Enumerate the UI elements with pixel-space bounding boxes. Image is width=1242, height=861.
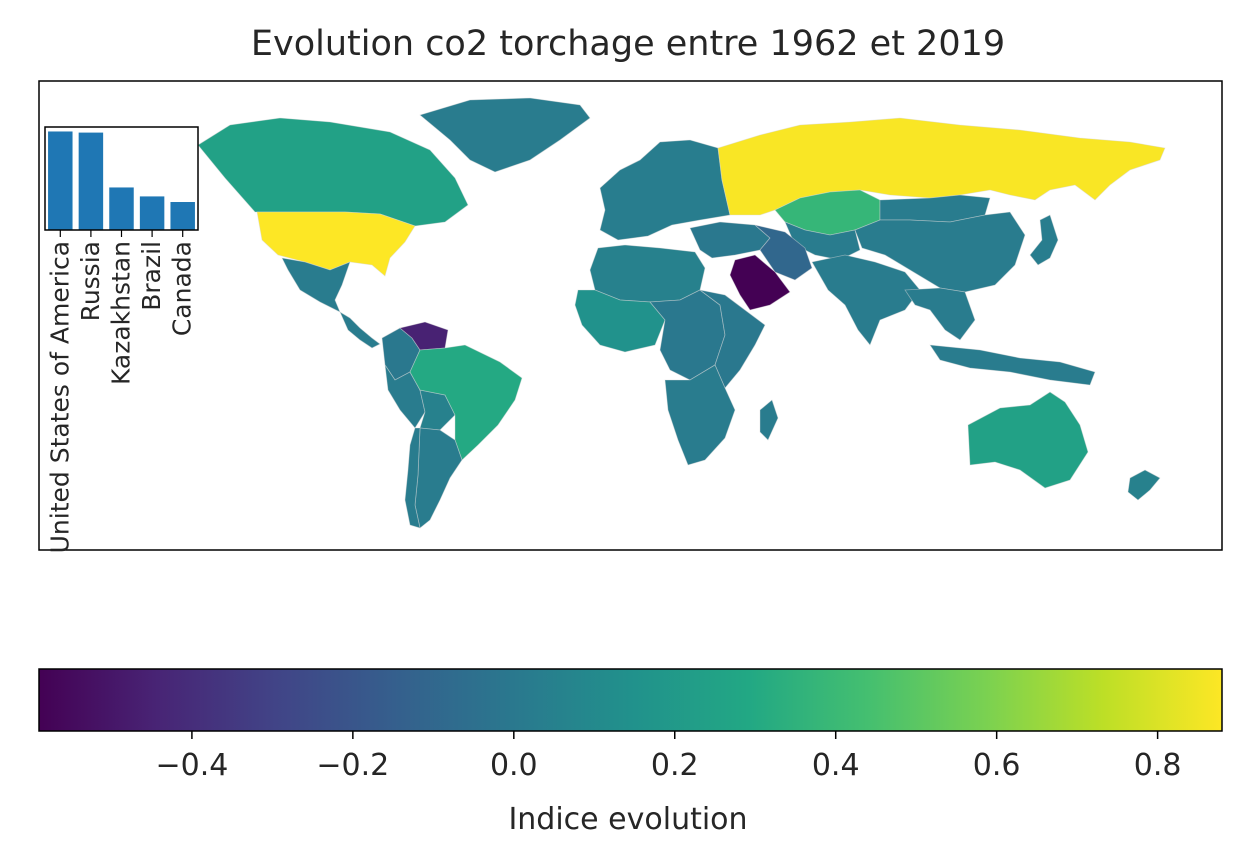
map-region-canada xyxy=(197,117,469,227)
map-frame xyxy=(38,80,1223,551)
colorbar-tick-label: 0.0 xyxy=(490,748,538,783)
inset-bar-chart: United States of America Russia Kazakhstan… xyxy=(44,126,199,553)
inset-tick-label: Canada xyxy=(168,241,197,336)
inset-x-ticks: United States of America Russia Kazakhstan… xyxy=(45,230,197,553)
map-region-north-africa xyxy=(589,244,706,303)
map-region-west-africa xyxy=(574,289,666,353)
map-region-south-asia xyxy=(811,254,921,346)
colorbar-tick-label: 0.6 xyxy=(973,748,1021,783)
map-region-brazil xyxy=(409,344,523,461)
map-region-china xyxy=(854,211,1026,293)
inset-bar xyxy=(109,187,134,230)
inset-tick-label: Russia xyxy=(76,241,105,321)
map-region-greenland xyxy=(419,97,591,173)
map-region-saudi-arabia xyxy=(729,254,791,311)
map-region-new-zealand xyxy=(1127,469,1161,501)
colorbar-tick-label: 0.2 xyxy=(651,748,699,783)
map-region-chile xyxy=(404,427,421,529)
map-region-argentina xyxy=(414,427,463,529)
inset-tick-label: Kazakhstan xyxy=(107,241,136,385)
colorbar: −0.4 −0.2 0.0 0.2 0.4 0.6 0.8 Indice evolution xyxy=(38,668,1223,837)
map-region-southeast-asia xyxy=(904,287,976,341)
inset-tick-label: United States of America xyxy=(45,241,74,553)
colorbar-tick-label: −0.2 xyxy=(316,748,389,783)
inset-bar xyxy=(139,196,165,230)
inset-bar xyxy=(48,131,73,230)
colorbar-gradient xyxy=(38,668,1223,732)
map-region-central-america xyxy=(339,311,381,349)
map-region-japan xyxy=(1029,214,1059,266)
map-region-madagascar xyxy=(759,399,779,441)
map-region-indonesia xyxy=(929,344,1096,386)
inset-tick-label: Brazil xyxy=(137,241,166,311)
map-region-east-africa xyxy=(699,289,766,389)
colorbar-tick-label: 0.8 xyxy=(1134,748,1182,783)
colorbar-ticks: −0.4 −0.2 0.0 0.2 0.4 0.6 0.8 xyxy=(155,731,1181,783)
map-region-southern-africa xyxy=(664,364,736,466)
map-regions xyxy=(197,97,1166,529)
map-axes xyxy=(38,80,1223,551)
colorbar-tick-label: 0.4 xyxy=(812,748,860,783)
map-region-usa xyxy=(256,211,416,277)
map-region-iran xyxy=(754,224,813,281)
chart-title: Evolution co2 torchage entre 1962 et 201… xyxy=(251,24,1005,64)
colorbar-tick-label: −0.4 xyxy=(155,748,228,783)
inset-bar xyxy=(170,202,195,230)
map-region-mexico xyxy=(281,257,351,313)
map-region-australia xyxy=(967,391,1089,489)
inset-bars xyxy=(48,131,195,230)
colorbar-label: Indice evolution xyxy=(508,802,747,837)
inset-bar xyxy=(78,132,104,230)
